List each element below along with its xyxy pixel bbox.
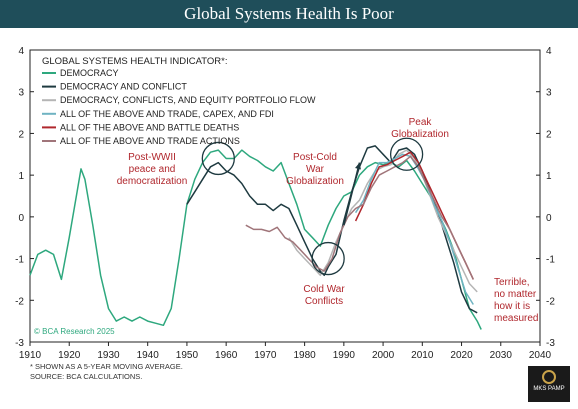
legend-label: ALL OF THE ABOVE AND TRADE, CAPEX, AND F… [60,109,274,119]
x-tick-label: 1990 [333,350,356,358]
annotation-line: Globalization [286,176,344,187]
annotation-line: Terrible, [494,277,530,288]
annotation-line: War [306,164,325,175]
y-tick-label-right: -2 [546,296,555,307]
chart-title: Global Systems Health Is Poor [0,0,578,28]
annotation-line: Globalization [391,129,449,140]
annotation-line: Post-WWII [128,152,176,163]
annotation-line: no matter [494,289,537,300]
y-tick-label-right: -3 [546,338,555,349]
legend-label: ALL OF THE ABOVE AND BATTLE DEATHS [60,122,239,132]
footnote-source: SOURCE: BCA CALCULATIONS. [30,372,143,381]
x-tick-label: 2010 [411,350,434,358]
legend-label: DEMOCRACY AND CONFLICT [60,82,187,92]
y-tick-label-right: -1 [546,255,555,266]
annotation-line: democratization [117,176,188,187]
x-tick-label: 1960 [215,350,238,358]
footnote-moving-average: * SHOWN AS A 5-YEAR MOVING AVERAGE. [30,362,183,371]
x-tick-label: 2000 [372,350,395,358]
annotation-line: Peak [409,117,433,128]
x-tick-label: 1970 [254,350,277,358]
y-tick-label-right: 0 [546,213,552,224]
highlight-circle-post-wwii [201,141,235,176]
y-tick-label-right: 3 [546,88,552,99]
y-tick-label-right: 1 [546,171,552,182]
arrow-head-icon [355,162,361,170]
annotation-line: Conflicts [305,296,343,307]
x-tick-label: 1950 [176,350,199,358]
x-tick-label: 1980 [293,350,316,358]
highlight-circle-cold-war [311,241,345,276]
legend-label: ALL OF THE ABOVE AND TRADE ACTIONS [60,136,240,146]
annotation-line: peace and [129,164,176,175]
annotation-line: how it is [494,301,530,312]
globalization-arrow [343,162,361,226]
y-tick-label-right: 4 [546,46,552,57]
legend-title: GLOBAL SYSTEMS HEALTH INDICATOR*: [42,56,227,67]
x-tick-label: 2030 [490,350,513,358]
y-tick-label-left: 2 [18,129,24,140]
y-tick-label-left: -2 [15,296,24,307]
plot-frame [29,49,541,343]
y-tick-label-left: 4 [18,46,24,57]
series-line-6 [245,155,474,280]
y-tick-label-left: 0 [18,213,24,224]
y-tick-label-left: 1 [18,171,24,182]
legend-label: DEMOCRACY, CONFLICTS, AND EQUITY PORTFOL… [60,95,316,105]
y-tick-label-left: 3 [18,88,24,99]
x-tick-label: 2040 [529,350,552,358]
highlight-circle-peak-globalization [389,137,424,171]
y-tick-label-left: -3 [15,338,24,349]
x-tick-label: 2020 [450,350,473,358]
logo-ring-icon [542,370,556,384]
x-tick-label: 1930 [97,350,120,358]
y-tick-label-right: 2 [546,129,552,140]
annotation-line: measured [494,313,538,324]
series-line-1 [29,149,482,330]
series-line-3 [288,149,478,293]
x-tick-label: 1910 [19,350,42,358]
legend-label: DEMOCRACY [60,68,119,78]
logo-text: MKS PAMP [533,386,565,392]
mks-pamp-logo: MKS PAMP [528,366,570,402]
x-tick-label: 1940 [137,350,160,358]
watermark-bca: © BCA Research 2025 [34,327,115,336]
x-tick-label: 1920 [58,350,81,358]
annotation-line: Post-Cold [293,152,337,163]
y-tick-label-left: -1 [15,255,24,266]
annotation-line: Cold War [303,284,345,295]
series-line-4 [354,153,474,305]
